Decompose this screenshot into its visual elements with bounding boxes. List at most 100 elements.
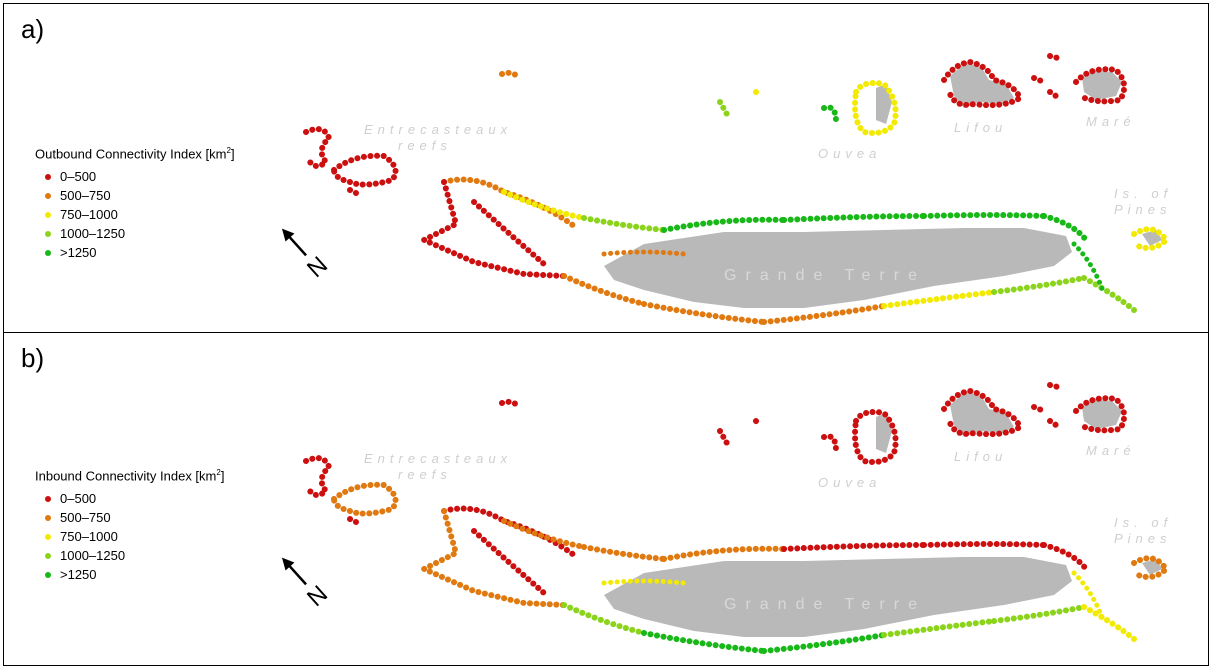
island-land (1082, 399, 1122, 429)
reef-segment (921, 541, 1047, 548)
reef-segment (581, 215, 667, 233)
reef-segment (1131, 555, 1169, 580)
reef-segment (421, 179, 567, 279)
island-land (950, 391, 1014, 437)
legend-dot (45, 552, 51, 559)
reef-segment (717, 428, 731, 448)
reef-segment (753, 418, 761, 430)
place-label-grande-terre: Grande Terre (724, 267, 926, 284)
reef-segment (499, 69, 521, 83)
reef-segment (581, 544, 667, 562)
legend-item-1000-1250: 1000–1250 (35, 546, 224, 565)
reef-segment (347, 187, 361, 197)
north-label: N (302, 251, 333, 283)
place-label-grande-terre: Grande Terre (724, 596, 926, 613)
legend-dot (45, 211, 51, 218)
reef-segment (1047, 53, 1061, 61)
legend-dot (45, 173, 51, 180)
reef-segment (781, 213, 927, 223)
reef-segment (303, 126, 332, 169)
reef-segment (991, 275, 1087, 295)
legend-item-750-1000: 750–1000 (35, 205, 235, 224)
reef-segment (601, 578, 687, 586)
reef-segment (499, 398, 521, 412)
place-label-pines: Pines (1114, 202, 1172, 217)
north-arrow-icon: N (281, 557, 333, 612)
island-land (1082, 70, 1122, 100)
reef-segment (1031, 75, 1047, 85)
legend-dot (45, 571, 51, 578)
legend-dot (45, 495, 51, 502)
legend-dot (45, 514, 51, 521)
reef-segment (941, 59, 1023, 109)
reef-segment (441, 505, 577, 558)
panel-label-b: b) (21, 343, 45, 373)
north-arrow-icon: N (281, 228, 333, 283)
legend-dot (45, 249, 51, 256)
reef-segment (781, 542, 927, 552)
reef-segment (1073, 395, 1128, 434)
reef-segment (941, 388, 1023, 438)
reef-segment (501, 518, 587, 550)
reef-segment (641, 301, 767, 325)
north-label: N (302, 580, 333, 612)
legend-item-0-500: 0–500 (35, 489, 224, 508)
legend-item-gt-1250: >1250 (35, 565, 224, 584)
legend-outbound: Outbound Connectivity Index [km2] 0–500 … (35, 146, 235, 262)
legend-item-500-750: 500–750 (35, 508, 224, 527)
place-label-reefs: reefs (398, 467, 452, 482)
island-land (876, 413, 892, 453)
reef-segment (852, 80, 899, 136)
reef-segment (1047, 89, 1059, 99)
reef-segment (641, 630, 767, 654)
reef-segment (1031, 404, 1047, 414)
reef-segment (1081, 275, 1137, 313)
reef-segment (1047, 418, 1059, 428)
panel-outbound: Entrecasteaux reefs Ouvea Lifou Maré Is. of Pi… (3, 3, 1209, 333)
reef-segment (1131, 226, 1169, 251)
place-label-isle: Is. of (1114, 515, 1172, 530)
reef-segment (761, 303, 887, 325)
reef-segment (1071, 241, 1107, 297)
legend-title: Inbound Connectivity Index [km2] (35, 468, 225, 484)
reef-segment (347, 516, 361, 526)
legend-item-1000-1250: 1000–1250 (35, 224, 235, 243)
legend-title: Outbound Connectivity Index [km2] (35, 146, 235, 162)
reef-segment (421, 508, 567, 608)
reef-segment (1041, 542, 1089, 572)
reef-segment (661, 216, 787, 233)
reef-segment (561, 273, 647, 307)
reef-segment (761, 632, 887, 654)
reef-segment (991, 604, 1087, 624)
reef-segment (881, 289, 997, 309)
place-label-isle: Is. of (1114, 186, 1172, 201)
reef-segment (821, 433, 839, 454)
reef-segment (471, 528, 547, 596)
reef-segment (1081, 604, 1137, 642)
panel-label-a: a) (21, 14, 45, 44)
reef-segment (852, 409, 899, 465)
reef-segment (303, 455, 332, 498)
legend-item-gt-1250: >1250 (35, 243, 235, 262)
place-label-lifou: Lifou (954, 449, 1007, 464)
reef-segment (921, 212, 1047, 219)
reef-segment (661, 545, 787, 562)
legend-dot (45, 230, 51, 237)
reef-segment (601, 249, 687, 257)
legend-dot (45, 192, 51, 199)
reef-segment (1047, 382, 1061, 390)
place-label-reefs: reefs (398, 138, 452, 153)
place-label-mare: Maré (1086, 114, 1136, 129)
reef-segment (501, 189, 587, 221)
island-land (876, 84, 892, 124)
place-label-entrecasteaux: Entrecasteaux (364, 122, 512, 137)
panel-inbound: Entrecasteaux reefs Ouvea Lifou Maré Is. of Pi… (3, 332, 1209, 666)
place-label-ouvea: Ouvea (818, 146, 881, 161)
reef-segment (471, 199, 547, 267)
legend-dot (45, 533, 51, 540)
island-land (604, 557, 1072, 637)
legend-item-0-500: 0–500 (35, 167, 235, 186)
legend-item-500-750: 500–750 (35, 186, 235, 205)
place-label-lifou: Lifou (954, 120, 1007, 135)
